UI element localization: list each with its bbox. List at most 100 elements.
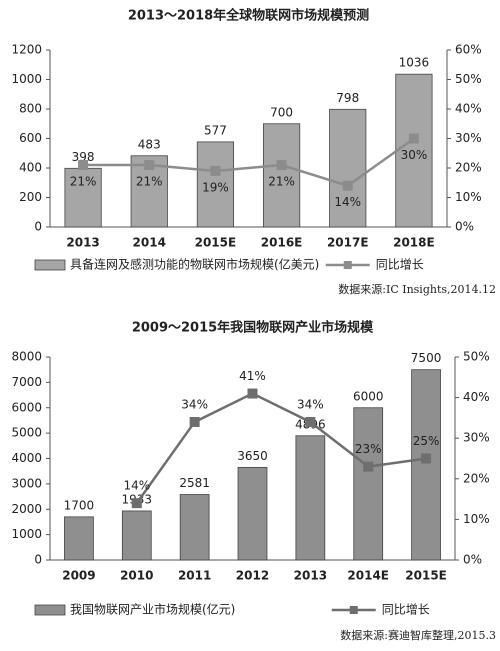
growth-label: 21% <box>136 175 163 189</box>
growth-label: 34% <box>181 397 208 411</box>
y2-tick-label: 30% <box>463 431 490 445</box>
x-tick-label: 2009 <box>62 569 95 583</box>
growth-marker <box>144 160 155 171</box>
bar <box>395 73 433 228</box>
bar <box>262 123 301 228</box>
legend-label: 我国物联网产业市场规模(亿元) <box>70 602 235 617</box>
growth-line <box>83 137 415 188</box>
y2-tick-label: 20% <box>463 471 490 485</box>
y2-tick-label: 0% <box>455 220 474 234</box>
growth-label: 30% <box>401 148 428 162</box>
y-tick-label: 0 <box>34 553 42 567</box>
y-tick-label: 2000 <box>11 502 42 516</box>
legend-label: 同比增长 <box>382 603 430 617</box>
bar <box>121 510 152 561</box>
chart-title: 2009～2015年我国物联网产业市场规模 <box>132 320 374 336</box>
growth-marker <box>131 498 142 509</box>
growth-line <box>135 392 427 504</box>
growth-label: 21% <box>70 175 97 189</box>
source-note: 数据来源:赛迪智库整理,2015.3 <box>340 628 496 642</box>
bar <box>295 435 326 561</box>
x-tick-label: 2017E <box>327 236 369 250</box>
x-tick-label: 2013 <box>66 236 99 250</box>
y-tick-label: 800 <box>19 102 42 116</box>
bar-label: 3650 <box>237 449 268 463</box>
y2-tick-label: 60% <box>455 43 482 57</box>
y2-tick-label: 30% <box>455 131 482 145</box>
x-tick-label: 2014 <box>133 236 166 250</box>
bar <box>64 167 102 228</box>
legend-swatch <box>34 259 66 271</box>
growth-label: 25% <box>413 434 440 448</box>
growth-marker <box>210 165 221 176</box>
growth-marker <box>421 453 432 464</box>
growth-label: 41% <box>239 369 266 383</box>
growth-label: 34% <box>297 397 324 411</box>
growth-marker <box>363 461 374 472</box>
y-tick-label: 1000 <box>11 527 42 541</box>
y-tick-label: 0 <box>34 220 42 234</box>
growth-label: 14% <box>123 479 150 493</box>
y2-tick-label: 0% <box>463 553 482 567</box>
y2-tick-label: 40% <box>455 102 482 116</box>
bar-label: 1036 <box>399 56 430 70</box>
bar-label: 6000 <box>353 389 384 403</box>
y-tick-label: 200 <box>19 190 42 204</box>
chart-title: 2013～2018年全球物联网市场规模预测 <box>128 8 369 24</box>
legend-label: 具备连网及感测功能的物联网市场规模(亿美元) <box>70 257 319 272</box>
growth-marker <box>408 133 419 144</box>
y2-tick-label: 40% <box>463 390 490 404</box>
x-tick-label: 2014E <box>347 569 389 583</box>
bar <box>329 108 367 228</box>
growth-label: 23% <box>355 442 382 456</box>
y-tick-label: 5000 <box>11 426 42 440</box>
bar-label: 398 <box>72 150 95 164</box>
y-tick-label: 4000 <box>11 451 42 465</box>
y-tick-label: 7000 <box>11 375 42 389</box>
bar-label: 798 <box>336 91 359 105</box>
growth-marker <box>247 388 258 399</box>
x-tick-label: 2011 <box>178 569 211 583</box>
source-note: 数据来源:IC Insights,2014.12 <box>338 282 496 296</box>
x-tick-label: 2012 <box>236 569 269 583</box>
x-tick-label: 2010 <box>120 569 153 583</box>
x-tick-label: 2016E <box>261 236 303 250</box>
bar <box>237 466 268 561</box>
x-tick-label: 2015E <box>195 236 237 250</box>
bar <box>353 407 384 561</box>
x-tick-label: 2018E <box>393 236 435 250</box>
y2-tick-label: 50% <box>455 72 482 86</box>
bar-label: 2581 <box>179 476 210 490</box>
growth-marker <box>276 160 287 171</box>
y2-tick-label: 10% <box>455 190 482 204</box>
y2-tick-label: 10% <box>463 512 490 526</box>
y-tick-label: 1000 <box>11 72 42 86</box>
y-tick-label: 8000 <box>11 350 42 364</box>
bar <box>64 516 94 561</box>
y2-tick-label: 20% <box>455 161 482 175</box>
x-tick-label: 2015E <box>405 569 447 583</box>
y-tick-label: 1200 <box>11 43 42 57</box>
growth-marker <box>189 416 200 427</box>
legend-marker <box>343 261 352 269</box>
legend-swatch <box>34 604 66 616</box>
x-tick-label: 2013 <box>294 569 327 583</box>
growth-label: 19% <box>202 180 229 194</box>
legend-label: 同比增长 <box>376 258 424 272</box>
growth-marker <box>342 180 353 191</box>
y-tick-label: 400 <box>19 161 42 175</box>
bar <box>411 369 441 561</box>
bar-label: 577 <box>204 123 227 137</box>
growth-label: 14% <box>334 195 361 209</box>
y2-tick-label: 50% <box>463 350 490 364</box>
y-tick-label: 3000 <box>11 476 42 490</box>
y-tick-label: 600 <box>19 131 42 145</box>
bar-label: 700 <box>270 105 293 119</box>
bar <box>196 141 235 228</box>
y-tick-label: 6000 <box>11 400 42 414</box>
growth-marker <box>305 416 316 427</box>
bar <box>179 494 210 561</box>
growth-marker <box>78 160 89 171</box>
legend-marker <box>349 606 358 614</box>
